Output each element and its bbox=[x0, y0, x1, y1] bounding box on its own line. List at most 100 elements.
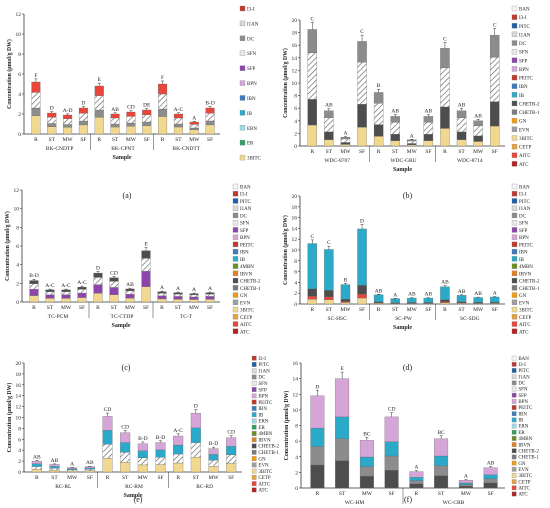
legend-label: 3BITC bbox=[247, 157, 262, 162]
legend-label: PITC bbox=[519, 200, 531, 205]
y-tick-label: 6 bbox=[295, 439, 298, 445]
bar-segment bbox=[440, 286, 450, 300]
x-tick-label: SF bbox=[425, 307, 431, 313]
bar-segment bbox=[409, 480, 424, 485]
legend-label: ERN bbox=[247, 127, 257, 132]
y-tick-label: 0 bbox=[18, 470, 21, 476]
bar-segment bbox=[390, 116, 400, 123]
y-tick-label: 2 bbox=[294, 131, 297, 137]
legend-swatch bbox=[511, 448, 517, 454]
legend-swatch bbox=[511, 314, 518, 320]
significance-letter: A-D bbox=[63, 108, 73, 114]
bar-segment bbox=[141, 286, 151, 303]
bar-segment bbox=[77, 289, 87, 294]
y-tick-label: 12 bbox=[14, 188, 20, 194]
bar-segment bbox=[31, 469, 42, 473]
bar-segment bbox=[189, 124, 199, 129]
legend-label: BPN bbox=[240, 236, 250, 241]
legend-label: SFP bbox=[519, 59, 528, 64]
bar-segment bbox=[373, 301, 384, 303]
significance-letter: D bbox=[360, 218, 364, 224]
x-tick-label: ST bbox=[392, 307, 399, 313]
bar-segment bbox=[456, 295, 467, 302]
legend-label: I1AN bbox=[258, 369, 270, 374]
bar-segment bbox=[94, 95, 104, 111]
significance-letter: B-D bbox=[209, 441, 219, 447]
significance-letter: E bbox=[98, 77, 102, 83]
y-tick-label: 4 bbox=[16, 263, 19, 269]
chart-panel-5: 0 2 4 6 8 10 12 14 16 18 20 Concentration (µmol/g D… bbox=[6, 355, 279, 504]
bar-segment bbox=[307, 124, 318, 147]
significance-letter: BC bbox=[363, 431, 371, 437]
bar-segment bbox=[29, 280, 39, 284]
x-tick-label: MW bbox=[67, 475, 78, 481]
bar-segment bbox=[384, 455, 399, 471]
legend-label: IBN bbox=[518, 412, 527, 417]
bar-segment bbox=[357, 62, 367, 105]
group-label: RC-RM bbox=[125, 484, 143, 490]
legend-swatch bbox=[511, 241, 518, 248]
y-tick-label: 6 bbox=[18, 437, 21, 443]
bar-segment bbox=[190, 412, 201, 429]
bar-segment bbox=[440, 106, 450, 129]
y-tick-label: 4 bbox=[294, 280, 297, 286]
bar-segment bbox=[324, 117, 334, 133]
x-tick-label: R bbox=[443, 307, 447, 313]
significance-letter: CD bbox=[127, 105, 135, 111]
significance-letter: AB bbox=[391, 109, 399, 115]
bar-segment bbox=[157, 298, 167, 303]
legend-swatch bbox=[251, 468, 257, 474]
y-tick-label: 16 bbox=[16, 383, 22, 389]
legend-swatch bbox=[511, 485, 517, 491]
legend-swatch bbox=[251, 412, 257, 417]
y-tick-label: 4 bbox=[294, 119, 297, 125]
legend-label: BPN bbox=[247, 82, 257, 87]
legend-label: IB bbox=[240, 258, 246, 263]
bar-segment bbox=[126, 122, 136, 127]
group-label: TC-PCM bbox=[48, 314, 69, 320]
bar-segment bbox=[77, 292, 87, 298]
x-tick-label: R bbox=[106, 475, 110, 481]
significance-letter: C bbox=[360, 29, 364, 35]
bar-segment bbox=[359, 466, 374, 477]
legend-label: I1AN bbox=[518, 375, 530, 380]
legend-swatch bbox=[232, 328, 239, 334]
bar-segment bbox=[78, 107, 88, 114]
group-label: BK-CNDTP bbox=[46, 146, 74, 152]
bar-segment bbox=[226, 446, 237, 455]
bar-segment bbox=[483, 467, 498, 475]
x-tick-label: SF bbox=[87, 475, 93, 481]
significance-letter: AB bbox=[325, 103, 333, 109]
bar-segment bbox=[29, 295, 39, 303]
legend-swatch bbox=[511, 386, 517, 392]
bar-segment bbox=[310, 395, 325, 429]
bar-segment bbox=[489, 125, 500, 147]
bar-segment bbox=[110, 126, 120, 135]
bar-segment bbox=[120, 432, 131, 443]
bar-segment bbox=[137, 450, 148, 458]
group-label: WDC-8707 bbox=[324, 158, 350, 164]
legend-label: 4MBN bbox=[519, 265, 533, 270]
bar-segment bbox=[423, 134, 434, 141]
significance-letter: A bbox=[393, 292, 397, 298]
legend-label: 4MBN bbox=[240, 265, 254, 270]
legend-swatch bbox=[511, 479, 517, 484]
bar-segment bbox=[189, 294, 199, 298]
bar-segment bbox=[307, 299, 318, 305]
y-tick-label: 18 bbox=[292, 205, 298, 211]
x-tick-label: MW bbox=[407, 307, 418, 313]
bar-segment bbox=[423, 116, 434, 123]
bar-segment bbox=[126, 111, 136, 117]
bar-segment bbox=[189, 121, 199, 125]
legend-swatch bbox=[232, 183, 239, 190]
bar-segment bbox=[173, 299, 183, 303]
legend-swatch bbox=[232, 321, 239, 327]
x-tick-label: MW bbox=[208, 475, 219, 481]
bar-segment bbox=[205, 296, 215, 300]
bar-segment bbox=[102, 444, 113, 459]
bar-segment bbox=[473, 120, 483, 126]
bar-segment bbox=[125, 294, 135, 299]
y-tick-label: 0 bbox=[18, 132, 21, 138]
legend-swatch bbox=[232, 277, 239, 284]
y-tick-label: 2 bbox=[18, 459, 21, 465]
